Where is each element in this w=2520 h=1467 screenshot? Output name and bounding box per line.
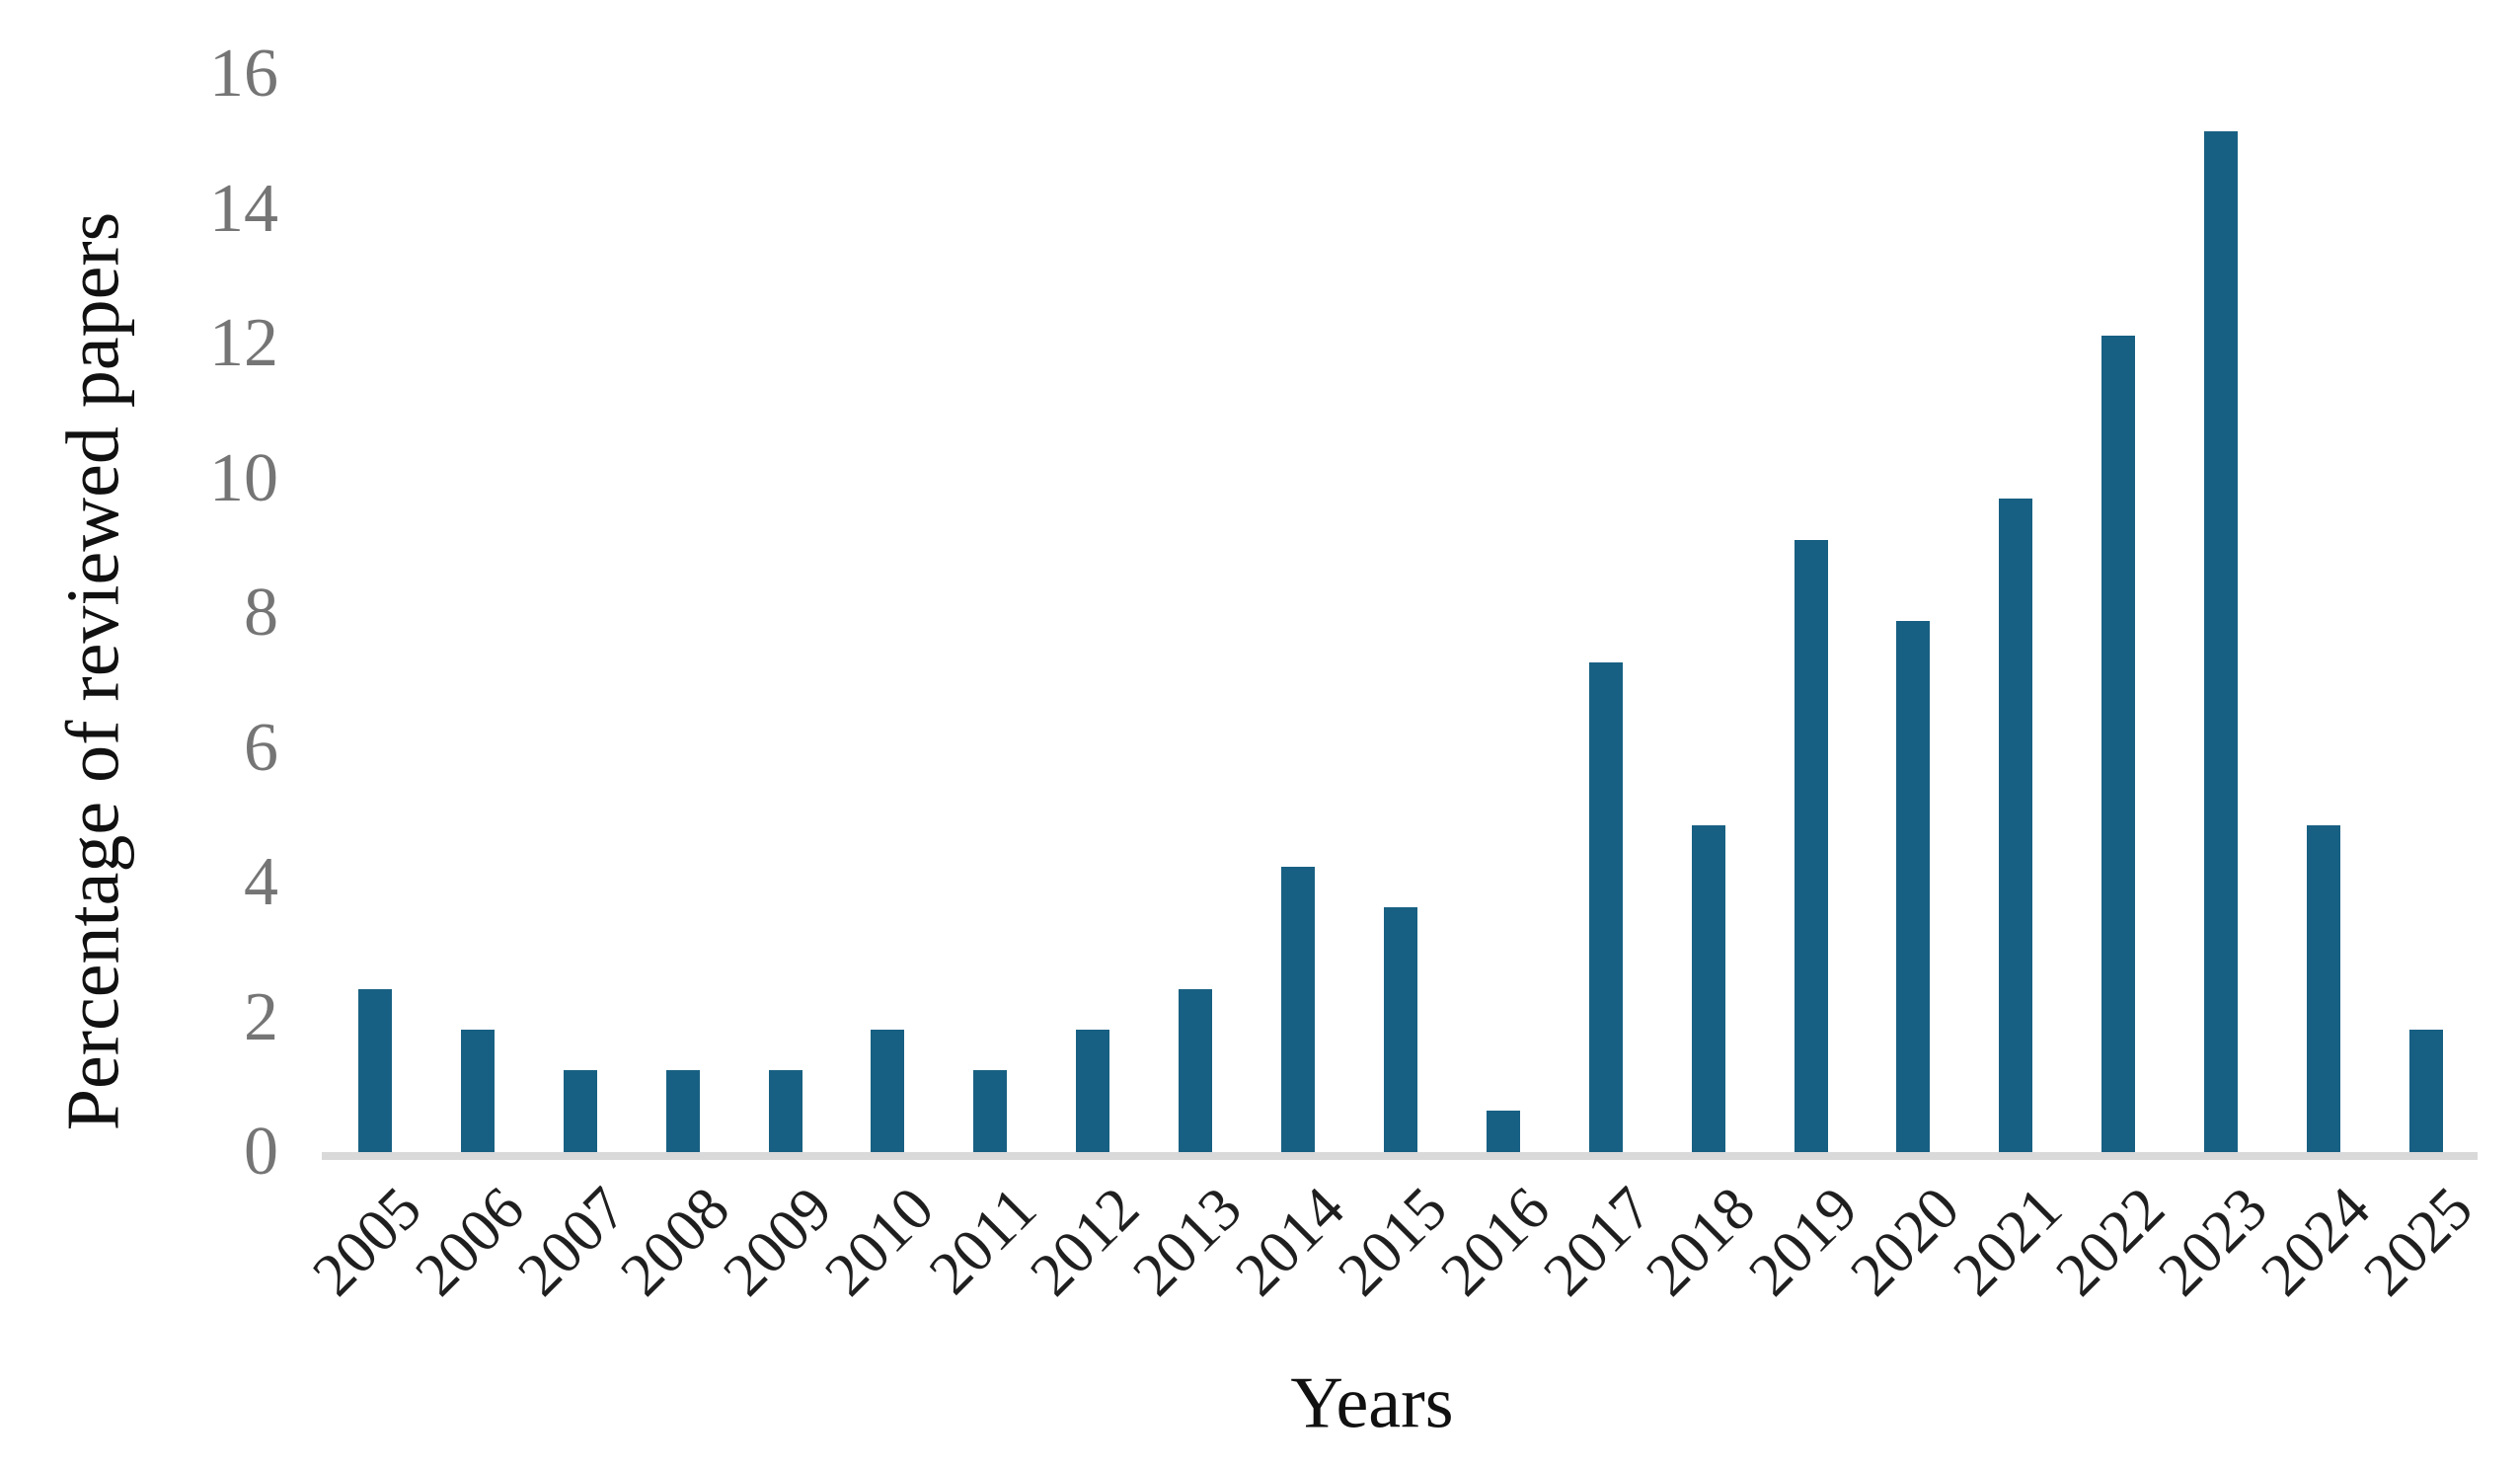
y-tick-6: 6	[244, 709, 278, 786]
y-tick-14: 14	[209, 170, 278, 247]
y-tick-0: 0	[244, 1114, 278, 1190]
y-tick-10: 10	[209, 439, 278, 516]
bar-2021	[1999, 498, 2033, 1152]
bar-2011	[973, 1070, 1008, 1152]
y-tick-4: 4	[244, 844, 278, 920]
bar-2007	[563, 1070, 597, 1152]
bar-2016	[1486, 1111, 1520, 1152]
bar-2008	[665, 1070, 700, 1152]
bar-2010	[871, 1029, 905, 1152]
bar-2006	[460, 1029, 495, 1152]
bar-2019	[1794, 539, 1828, 1152]
x-axis-title-text: Years	[1290, 1362, 1454, 1444]
bar-2013	[1179, 988, 1213, 1152]
y-tick-12: 12	[209, 305, 278, 381]
bar-2023	[2204, 131, 2239, 1152]
bar-2025	[2408, 1029, 2443, 1152]
y-tick-8: 8	[244, 575, 278, 651]
bar-2020	[1896, 621, 1931, 1152]
bar-2022	[2101, 335, 2136, 1152]
bar-2005	[357, 988, 392, 1152]
bar-2012	[1076, 1029, 1110, 1152]
bar-2015	[1383, 906, 1417, 1152]
bar-2017	[1588, 661, 1623, 1152]
bar-2014	[1281, 866, 1316, 1152]
y-tick-16: 16	[209, 36, 278, 112]
x-axis-line	[322, 1152, 2478, 1160]
bar-2024	[2307, 824, 2341, 1152]
bar-2018	[1691, 824, 1725, 1152]
bar-2009	[768, 1070, 802, 1152]
y-tick-2: 2	[244, 978, 278, 1055]
